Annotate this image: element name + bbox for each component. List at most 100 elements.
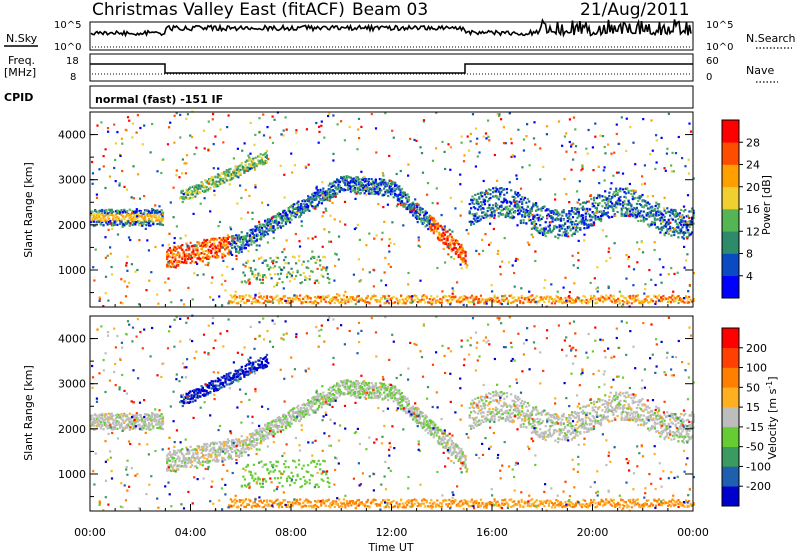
power-cell	[637, 209, 640, 212]
power-cell	[544, 279, 547, 282]
power-cell	[478, 252, 481, 256]
velocity-cell	[184, 463, 187, 466]
power-cell	[632, 284, 635, 287]
power-cell	[128, 208, 131, 211]
power-cell	[276, 226, 279, 230]
power-cell	[403, 193, 406, 196]
power-cell	[680, 218, 683, 221]
power-cell	[160, 223, 163, 226]
y-tick-label: 3000	[58, 174, 86, 187]
velocity-cell	[145, 417, 148, 421]
power-cell	[411, 300, 414, 303]
power-cell	[516, 224, 519, 227]
power-cell	[333, 180, 336, 183]
power-cell	[401, 302, 404, 305]
power-cell	[249, 167, 252, 170]
power-cell	[206, 264, 210, 267]
power-cell	[218, 250, 221, 253]
power-cell	[233, 169, 236, 172]
power-cell	[689, 220, 692, 223]
power-cell	[388, 154, 391, 157]
power-cell	[339, 300, 342, 303]
power-cell	[554, 213, 557, 216]
power-cell	[568, 212, 571, 215]
power-cell	[168, 126, 171, 129]
power-cell	[607, 247, 611, 250]
velocity-cell	[185, 457, 188, 460]
power-cell	[307, 267, 310, 270]
power-cell	[206, 254, 209, 257]
power-cell	[459, 214, 462, 217]
power-colorbar-label: Power [dB]	[760, 175, 773, 235]
power-cell	[254, 133, 257, 136]
power-cell	[392, 190, 395, 193]
power-cell	[378, 190, 381, 193]
velocity-cell	[99, 426, 102, 429]
power-cell	[241, 149, 244, 152]
power-cell	[628, 265, 631, 268]
power-cell	[139, 221, 142, 224]
power-cell	[514, 205, 517, 208]
power-cell	[483, 203, 486, 206]
power-cell	[318, 191, 321, 194]
power-cell	[279, 272, 283, 275]
power-cell	[347, 298, 350, 301]
power-cell	[500, 187, 503, 190]
power-cell	[498, 299, 501, 302]
power-cell	[237, 245, 241, 249]
power-cell	[297, 299, 300, 302]
power-cell	[272, 225, 275, 228]
power-cell	[283, 196, 286, 199]
power-cell	[132, 223, 135, 226]
power-cell	[510, 201, 513, 204]
power-cell	[414, 216, 417, 219]
velocity-cell	[171, 467, 174, 470]
power-cell	[482, 198, 485, 201]
power-cell	[682, 224, 685, 227]
velocity-cell	[96, 419, 100, 422]
power-cell	[302, 206, 305, 209]
power-cell	[181, 260, 184, 263]
power-cell	[347, 300, 350, 303]
power-cell	[645, 204, 648, 207]
power-cell	[407, 163, 410, 166]
power-cell	[663, 298, 667, 301]
power-cell	[598, 217, 601, 220]
power-cell	[613, 195, 616, 198]
power-cell	[410, 301, 413, 304]
power-cell	[496, 113, 499, 116]
power-cell	[114, 158, 117, 162]
power-cell	[265, 227, 268, 230]
power-cell	[139, 215, 142, 218]
power-cell	[258, 117, 261, 120]
power-cell	[535, 209, 538, 212]
power-cell	[350, 300, 353, 303]
velocity-cell	[106, 416, 109, 419]
power-cell	[366, 294, 370, 298]
power-cell	[673, 214, 676, 217]
power-cell	[333, 194, 336, 197]
power-cell	[105, 214, 108, 217]
power-cell	[185, 255, 188, 258]
power-cell	[360, 297, 363, 300]
power-cell	[646, 223, 650, 226]
power-cell	[540, 227, 543, 230]
power-cell	[90, 213, 93, 216]
power-cell	[218, 220, 222, 224]
power-cell	[601, 212, 604, 215]
power-cell	[630, 203, 633, 206]
power-cell	[363, 175, 366, 179]
power-cell	[419, 299, 422, 302]
power-cell	[335, 253, 338, 256]
power-cell	[351, 189, 354, 192]
power-cell	[539, 208, 542, 211]
power-cell	[121, 225, 124, 228]
power-cell	[221, 256, 224, 259]
power-cell	[633, 298, 636, 301]
power-cell	[691, 217, 694, 220]
power-cell	[615, 189, 618, 193]
power-cell	[243, 296, 246, 299]
power-cell	[237, 236, 241, 239]
power-cell	[305, 294, 308, 297]
power-cell	[609, 294, 612, 297]
